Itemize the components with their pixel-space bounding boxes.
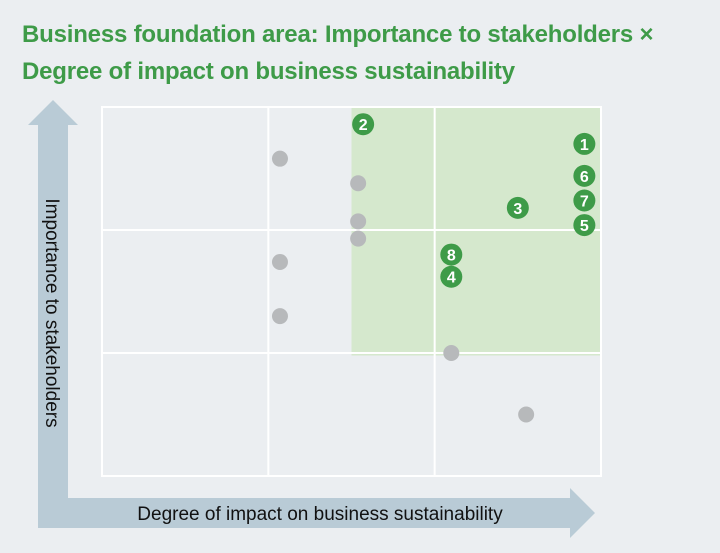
gray-point-5 <box>271 253 288 270</box>
badge-circle-3 <box>506 196 529 219</box>
chart-title-line-2: Degree of impact on business sustainabil… <box>22 58 515 85</box>
numbered-point-6: 6 <box>573 164 596 187</box>
highlight-region <box>351 107 601 356</box>
badge-circle-1 <box>573 132 596 155</box>
gray-point-2 <box>350 175 367 192</box>
numbered-points: 1 2 3 4 5 6 7 8 <box>352 113 596 288</box>
gray-point-1 <box>271 150 288 167</box>
gridlines <box>101 106 602 477</box>
badge-circle-4 <box>440 265 463 288</box>
chart-title-line-1: Business foundation area: Importance to … <box>22 21 654 48</box>
numbered-point-5: 5 <box>573 214 596 237</box>
gray-point-4 <box>350 230 367 247</box>
numbered-point-1: 1 <box>573 132 596 155</box>
numbered-point-3: 3 <box>506 196 529 219</box>
gray-point-6 <box>271 308 288 325</box>
plot-frame <box>101 106 602 477</box>
badge-circle-7 <box>573 189 596 212</box>
badge-label-8: 8 <box>447 248 456 265</box>
badge-circle-5 <box>573 214 596 237</box>
gray-point-8 <box>518 406 535 423</box>
numbered-point-7: 7 <box>573 189 596 212</box>
badge-label-1: 1 <box>580 137 589 154</box>
gray-point-3 <box>350 213 367 230</box>
numbered-point-8: 8 <box>440 243 463 266</box>
badge-circle-8 <box>440 243 463 266</box>
badge-label-5: 5 <box>580 218 589 235</box>
chart-title: Business foundation area: Importance to … <box>22 16 654 90</box>
numbered-point-2: 2 <box>352 113 375 136</box>
badge-label-3: 3 <box>513 201 522 218</box>
numbered-point-4: 4 <box>440 265 463 288</box>
badge-label-6: 6 <box>580 169 589 186</box>
badge-label-4: 4 <box>447 270 456 287</box>
badge-label-7: 7 <box>580 193 589 210</box>
plot-area: 1 2 3 4 5 6 7 8 <box>101 106 602 477</box>
badge-label-2: 2 <box>359 117 368 134</box>
gray-point-7 <box>443 345 460 361</box>
x-axis-label: Degree of impact on business sustainabil… <box>137 504 503 525</box>
badge-circle-6 <box>573 164 596 187</box>
y-axis-label: Importance to stakeholders <box>41 198 62 427</box>
badge-circle-2 <box>352 113 375 136</box>
gray-points <box>271 150 535 423</box>
